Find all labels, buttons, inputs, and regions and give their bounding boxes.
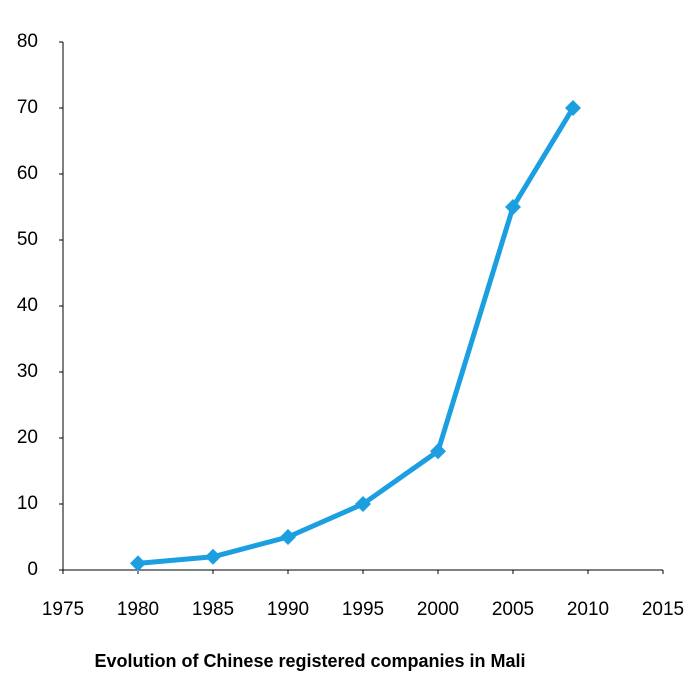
y-tick-label: 40	[17, 295, 38, 316]
y-tick-label: 10	[17, 493, 38, 514]
marker	[505, 199, 521, 215]
x-tick-label: 1990	[267, 599, 309, 620]
marker	[205, 548, 221, 565]
marker	[280, 529, 296, 545]
marker	[565, 100, 581, 116]
x-tick-label: 2000	[417, 599, 459, 620]
y-tick-label: 0	[27, 559, 38, 580]
marker	[130, 555, 146, 572]
y-tick-label: 70	[17, 97, 38, 118]
x-tick-label: 2005	[492, 599, 534, 620]
y-tick-label: 50	[17, 229, 38, 250]
x-tick-label: 1975	[42, 599, 84, 620]
marker	[355, 496, 371, 512]
x-tick-label: 2015	[642, 599, 684, 620]
x-tick-label: 1985	[192, 599, 234, 620]
x-tick-label: 1980	[117, 599, 159, 620]
y-tick-label: 60	[17, 163, 38, 184]
line	[137, 106, 576, 566]
chart-title: Evolution of Chinese registered companie…	[94, 651, 525, 671]
y-tick-label: 30	[17, 361, 38, 382]
x-tick-label: 1995	[342, 599, 384, 620]
y-tick-label: 80	[17, 31, 38, 52]
marker	[430, 443, 446, 460]
x-tick-label: 2010	[567, 599, 609, 620]
y-tick-label: 20	[17, 427, 38, 448]
